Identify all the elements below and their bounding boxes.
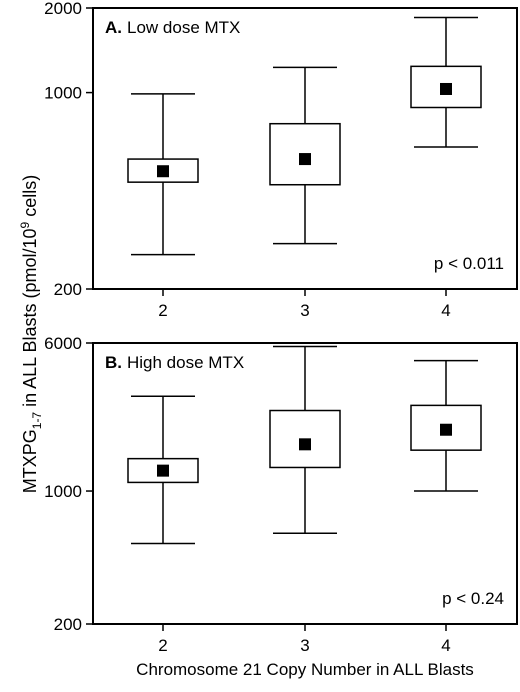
y-axis-label-main: MTXPG — [20, 429, 40, 493]
median-marker — [157, 464, 169, 477]
box-4 — [410, 16, 482, 148]
panel-title: B. High dose MTX — [105, 353, 244, 372]
y-axis-label-sup: 9 — [18, 221, 32, 228]
x-tick-label: 2 — [158, 636, 167, 655]
p-value-annotation: p < 0.011 — [434, 254, 504, 273]
panel-a: 200 1000 2000 2 3 4 A. Low dose MTX p < 0.011 — [44, 0, 518, 320]
panel-title: A. Low dose MTX — [105, 18, 240, 37]
x-tick-label: 4 — [441, 636, 450, 655]
median-marker — [440, 82, 452, 95]
x-tick-label: 3 — [300, 636, 309, 655]
median-marker — [157, 165, 169, 178]
box-2 — [127, 93, 199, 256]
y-tick-label: 2000 — [44, 0, 82, 18]
y-tick-label: 200 — [54, 280, 82, 299]
y-tick-label: 200 — [54, 615, 82, 634]
y-tick-label: 1000 — [44, 482, 82, 501]
y-axis-label-end: cells) — [20, 175, 40, 222]
x-tick-label: 2 — [158, 301, 167, 320]
y-axis-label-rest: in ALL Blasts (pmol/10 — [20, 228, 40, 411]
median-marker — [299, 153, 311, 166]
x-tick-label: 3 — [300, 301, 309, 320]
panel-title-text: Low dose MTX — [127, 18, 240, 37]
box-3 — [269, 66, 341, 245]
median-marker — [299, 438, 311, 451]
y-axis-label: MTXPG1-7 in ALL Blasts (pmol/109 cells) — [18, 175, 44, 494]
panel-title-text: High dose MTX — [127, 353, 244, 372]
panel-b: 200 1000 6000 2 3 4 B. High dose MTX p < 0.24 — [44, 334, 518, 655]
y-tick-label: 1000 — [44, 84, 82, 103]
x-tick-label: 4 — [441, 301, 450, 320]
panel-letter: B. — [105, 353, 122, 372]
p-value-annotation: p < 0.24 — [442, 589, 504, 608]
y-tick-label: 6000 — [44, 334, 82, 353]
panel-letter: A. — [105, 18, 122, 37]
box-3 — [269, 345, 341, 534]
median-marker — [440, 423, 452, 436]
x-axis-label: Chromosome 21 Copy Number in ALL Blasts — [136, 660, 474, 679]
box-4 — [410, 359, 482, 492]
box-2 — [127, 395, 199, 545]
y-axis-label-sub: 1-7 — [30, 412, 44, 430]
